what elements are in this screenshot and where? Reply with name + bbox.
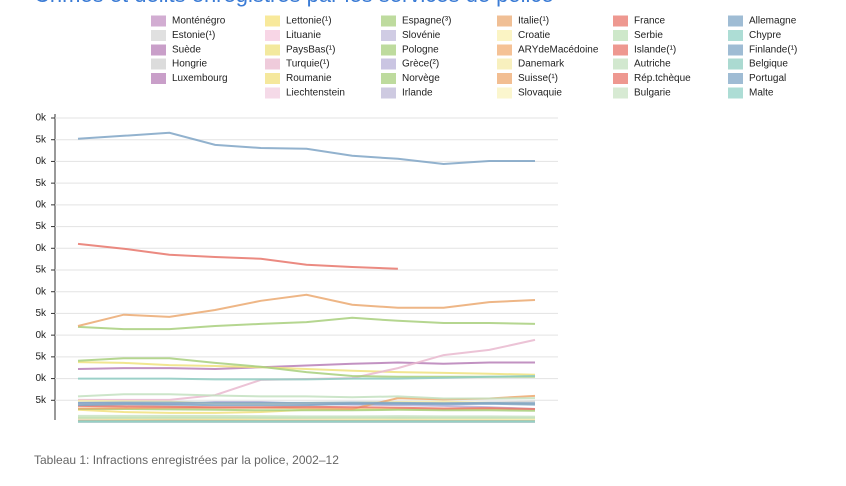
- legend-swatch: [497, 59, 512, 70]
- series-line: [78, 133, 535, 164]
- legend-swatch: [265, 88, 280, 99]
- series-line: [78, 244, 398, 269]
- legend-label: Danemark: [518, 59, 565, 70]
- legend-swatch: [265, 59, 280, 70]
- legend-swatch: [265, 16, 280, 27]
- legend-swatch: [497, 16, 512, 27]
- legend-label: Estonie(¹): [172, 30, 215, 41]
- legend-label: Bulgarie: [634, 88, 671, 99]
- legend-label: Lettonie(¹): [286, 16, 332, 27]
- legend-swatch: [265, 73, 280, 84]
- y-tick-label: 0k: [35, 113, 47, 124]
- legend-label: Luxembourg: [172, 73, 228, 84]
- legend-label: Liechtenstein: [286, 88, 345, 99]
- legend-swatch: [497, 45, 512, 56]
- legend-label: Autriche: [634, 59, 671, 70]
- legend-swatch: [151, 30, 166, 41]
- y-tick-label: 0k: [35, 330, 47, 341]
- legend-swatch: [613, 30, 628, 41]
- legend-swatch: [728, 73, 743, 84]
- legend-label: Hongrie: [172, 59, 207, 70]
- legend-swatch: [381, 73, 396, 84]
- legend-label: Slovaquie: [518, 88, 562, 99]
- legend-swatch: [497, 73, 512, 84]
- legend-label: Croatie: [518, 30, 551, 41]
- legend-label: Suisse(¹): [518, 73, 558, 84]
- series-line: [78, 318, 535, 329]
- legend-swatch: [613, 59, 628, 70]
- legend-swatch: [613, 73, 628, 84]
- legend-label: Irlande: [402, 88, 433, 99]
- legend-swatch: [497, 88, 512, 99]
- legend-swatch: [151, 73, 166, 84]
- legend-label: Finlande(¹): [749, 45, 797, 56]
- legend-label: Portugal: [749, 73, 786, 84]
- caption: Tableau 1: Infractions enregistrées par …: [34, 453, 339, 467]
- legend-label: Islande(¹): [634, 45, 676, 56]
- legend-label: France: [634, 16, 666, 27]
- legend-swatch: [728, 88, 743, 99]
- legend-label: Norvège: [402, 73, 440, 84]
- y-tick-label: 0k: [35, 373, 47, 384]
- legend-swatch: [381, 16, 396, 27]
- chart-title: Crimes et délits enregistrés par les ser…: [34, 0, 554, 7]
- legend-swatch: [151, 16, 166, 27]
- y-tick-label: 0k: [35, 286, 47, 297]
- legend-label: Serbie: [634, 30, 663, 41]
- legend-swatch: [728, 45, 743, 56]
- legend-swatch: [613, 16, 628, 27]
- y-tick-label: 5k: [35, 221, 47, 232]
- y-tick-label: 0k: [35, 199, 47, 210]
- legend-label: Chypre: [749, 30, 782, 41]
- legend-swatch: [613, 88, 628, 99]
- legend-swatch: [151, 45, 166, 56]
- legend-swatch: [728, 59, 743, 70]
- legend-swatch: [151, 59, 166, 70]
- legend-swatch: [381, 45, 396, 56]
- legend-swatch: [381, 59, 396, 70]
- legend-swatch: [728, 30, 743, 41]
- legend-label: Rép.tchèque: [634, 73, 691, 84]
- legend-swatch: [728, 16, 743, 27]
- legend-label: Suède: [172, 45, 201, 56]
- legend-swatch: [265, 45, 280, 56]
- legend-label: Italie(¹): [518, 16, 549, 27]
- legend-swatch: [381, 30, 396, 41]
- legend-label: Monténégro: [172, 16, 226, 27]
- y-tick-label: 5k: [35, 395, 47, 406]
- y-tick-label: 5k: [35, 265, 47, 276]
- legend-label: Grèce(²): [402, 59, 439, 70]
- legend-label: PaysBas(¹): [286, 45, 335, 56]
- legend-label: Allemagne: [749, 16, 797, 27]
- y-tick-label: 5k: [35, 351, 47, 362]
- legend-label: Malte: [749, 88, 774, 99]
- y-tick-label: 5k: [35, 308, 47, 319]
- y-tick-label: 0k: [35, 156, 47, 167]
- legend-swatch: [497, 30, 512, 41]
- y-tick-label: 5k: [35, 134, 47, 145]
- y-tick-label: 0k: [35, 243, 47, 254]
- legend-label: Slovénie: [402, 30, 441, 41]
- y-tick-label: 5k: [35, 178, 47, 189]
- series-line: [78, 416, 535, 417]
- legend-swatch: [381, 88, 396, 99]
- legend-swatch: [265, 30, 280, 41]
- legend-swatch: [613, 45, 628, 56]
- legend-label: Espagne(³): [402, 16, 451, 27]
- legend-label: Pologne: [402, 45, 439, 56]
- legend-label: Roumanie: [286, 73, 332, 84]
- legend-label: Belgique: [749, 59, 788, 70]
- series-line: [78, 394, 535, 398]
- legend-label: Lituanie: [286, 30, 321, 41]
- legend-label: ARYdeMacédoine: [518, 45, 599, 56]
- legend-label: Turquie(¹): [286, 59, 330, 70]
